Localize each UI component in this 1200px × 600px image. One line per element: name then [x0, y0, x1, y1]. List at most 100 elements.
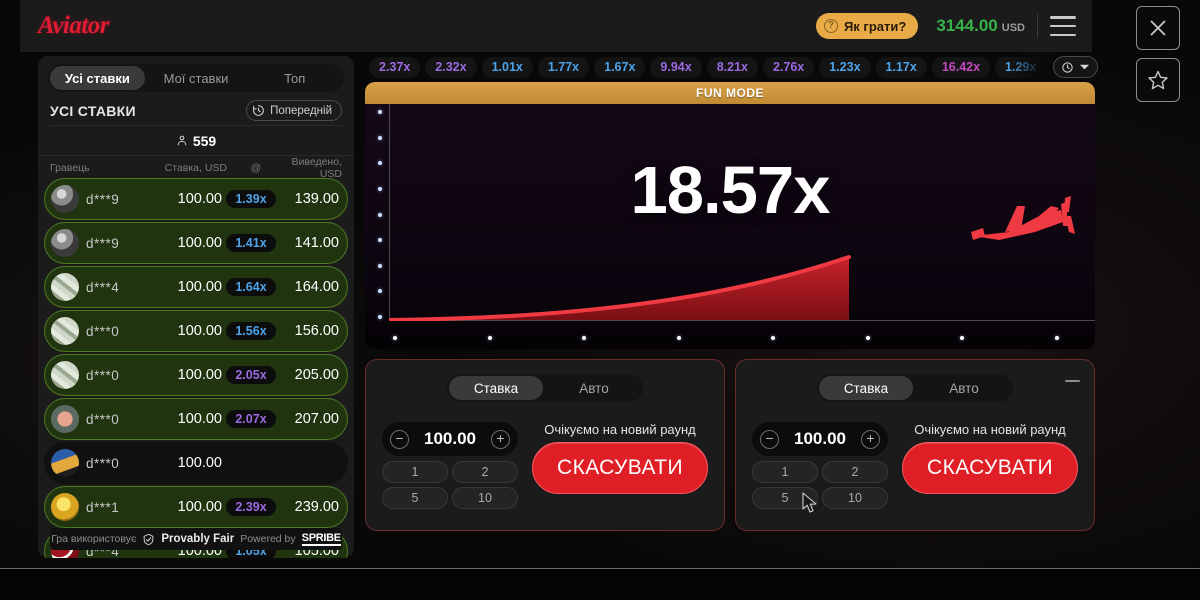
bet-multiplier-cell: 1.56x — [222, 322, 280, 340]
table-row[interactable]: d***0 100.00 1.56x 156.00 — [44, 310, 348, 352]
x-axis-tick — [487, 335, 492, 340]
avatar — [51, 185, 79, 213]
bets-table-header: Гравець Ставка, USD @ Виведено, USD — [38, 156, 354, 180]
quick-amount-button[interactable]: 5 — [382, 487, 448, 509]
stake-controls: −100.00 +1 2 5 10 — [382, 422, 518, 509]
player-name: d***0 — [86, 411, 120, 427]
history-chip[interactable]: 2.37x — [369, 56, 421, 78]
bet-multiplier: 1.39x — [226, 190, 276, 208]
plus-circle-icon[interactable]: + — [491, 429, 510, 449]
online-players-count: 559 — [192, 132, 217, 149]
quantity-stepper[interactable]: −100.00 + — [752, 422, 888, 456]
sidebar-section-title: УСІ СТАВКИ — [50, 102, 136, 119]
quick-amount-grid: 1 2 5 10 — [752, 461, 888, 509]
tab-auto-bet[interactable]: Авто — [547, 376, 641, 400]
bet-stake: 100.00 — [177, 499, 222, 515]
powered-by-label: Powered by — [240, 533, 296, 545]
quick-amount-button[interactable]: 10 — [452, 487, 518, 509]
footer-prefix: Гра використовує — [51, 533, 137, 545]
table-row[interactable]: d***9 100.00 1.39x 139.00 — [44, 178, 348, 220]
close-button[interactable] — [1136, 6, 1180, 50]
how-to-play-button[interactable]: ? Як грати? — [815, 13, 919, 39]
top-bar: Aviator ? Як грати? 3144.00 USD — [20, 0, 1092, 52]
y-axis-tick — [378, 315, 382, 319]
history-chip[interactable]: 1.77x — [537, 56, 590, 78]
history-chip[interactable]: 2.76x — [762, 56, 815, 78]
bet-payout: 139.00 — [294, 191, 339, 207]
history-chip[interactable]: 1.01x — [481, 56, 533, 78]
tab-all-bets[interactable]: Усі ставки — [50, 66, 145, 90]
history-chip[interactable]: 1.23x — [819, 56, 871, 78]
bet-player-cell: d***0 — [51, 405, 150, 433]
bet-player-cell: d***0 — [51, 317, 150, 345]
bet-panel-body: −100.00 +1 2 5 10 Очікуємо на новий раунд СКАС… — [752, 422, 1078, 509]
bet-multiplier-cell: 2.05x — [222, 366, 280, 384]
favorite-button[interactable] — [1136, 58, 1180, 102]
bet-multiplier: 2.05x — [226, 366, 276, 384]
minus-icon[interactable] — [1065, 380, 1080, 382]
tab-manual-bet[interactable]: Ставка — [449, 376, 543, 400]
minus-circle-icon[interactable]: − — [390, 429, 409, 449]
x-axis-tick — [582, 335, 587, 340]
quantity-stepper[interactable]: −100.00 + — [382, 422, 518, 456]
history-chip[interactable]: 2.32x — [425, 56, 477, 78]
hamburger-menu-icon[interactable] — [1050, 16, 1076, 36]
round-history-bar[interactable]: 2.37x 2.32x 1.01x 1.77x 1.67x 9.94x 8.21x 2.76x… — [365, 52, 1100, 82]
bet-stake: 100.00 — [177, 455, 222, 471]
table-row[interactable]: d***1 100.00 2.39x 239.00 — [44, 486, 348, 528]
bet-payout: 239.00 — [294, 499, 339, 515]
quick-amount-grid: 1 2 5 10 — [382, 461, 518, 509]
quick-amount-button[interactable]: 1 — [752, 461, 818, 483]
tab-top[interactable]: Топ — [247, 66, 342, 90]
table-row[interactable]: d***0 100.00 2.05x 205.00 — [44, 354, 348, 396]
player-name: d***0 — [86, 367, 120, 383]
provably-fair-footer: Гра використовує Provably Fair Powered b… — [50, 528, 342, 550]
column-cashout: Виведено, USD — [291, 156, 342, 180]
bet-multiplier: 1.41x — [226, 234, 276, 252]
history-chip[interactable]: 1.67x — [594, 56, 646, 78]
previous-round-button[interactable]: Попередній — [246, 100, 342, 121]
history-toggle-button[interactable] — [1053, 56, 1098, 78]
history-chip[interactable]: 8.21x — [706, 56, 758, 78]
table-row[interactable]: d***4 100.00 1.64x 164.00 — [44, 266, 348, 308]
stake-amount-input[interactable]: 100.00 — [424, 429, 476, 448]
stake-amount-input[interactable]: 100.00 — [794, 429, 846, 448]
svg-text:X: X — [1047, 209, 1055, 221]
tab-manual-bet[interactable]: Ставка — [819, 376, 913, 400]
quick-amount-button[interactable]: 10 — [822, 487, 888, 509]
history-chip[interactable]: 1.17x — [875, 56, 927, 78]
quick-amount-button[interactable]: 1 — [382, 461, 448, 483]
x-axis-tick — [960, 335, 965, 340]
history-chip-group: 2.37x 2.32x 1.01x 1.77x 1.67x 9.94x 8.21x 2.76x… — [369, 56, 1047, 78]
how-to-play-label: Як грати? — [843, 18, 907, 34]
flight-plot: 18.57x X — [365, 104, 1095, 349]
history-chip[interactable]: 16.42x — [931, 56, 991, 78]
cancel-bet-button[interactable]: СКАСУВАТИ — [902, 442, 1078, 494]
table-row[interactable]: d***0 100.00 2.07x 207.00 — [44, 398, 348, 440]
bets-list[interactable]: d***9 100.00 1.39x 139.00 d***9 100.00 1.41x 14… — [38, 178, 354, 558]
close-icon — [1150, 20, 1166, 36]
bet-stake: 100.00 — [177, 367, 222, 383]
bet-payout: 156.00 — [294, 323, 339, 339]
table-row[interactable]: d***9 100.00 1.41x 141.00 — [44, 222, 348, 264]
bet-payout: 141.00 — [294, 235, 339, 251]
tab-my-bets[interactable]: Мої ставки — [149, 66, 244, 90]
minus-circle-icon[interactable]: − — [760, 429, 779, 449]
plus-circle-icon[interactable]: + — [861, 429, 880, 449]
y-axis-tick — [378, 186, 382, 191]
player-name: d***9 — [86, 235, 120, 251]
history-chip[interactable]: 1.29x — [995, 56, 1047, 78]
tab-auto-bet[interactable]: Авто — [917, 376, 1011, 400]
avatar — [51, 317, 79, 345]
quick-amount-button[interactable]: 5 — [752, 487, 818, 509]
quick-amount-button[interactable]: 2 — [452, 461, 518, 483]
y-axis-line — [389, 104, 390, 321]
bet-multiplier-cell: 1.64x — [222, 278, 280, 296]
sidebar-tabs: Усі ставки Мої ставки Топ — [48, 64, 344, 92]
bet-player-cell: d***0 — [51, 361, 150, 389]
cancel-bet-button[interactable]: СКАСУВАТИ — [532, 442, 708, 494]
bet-action-area: Очікуємо на новий раунд СКАСУВАТИ — [532, 422, 708, 509]
table-row[interactable]: d***0 100.00 — [44, 442, 348, 484]
quick-amount-button[interactable]: 2 — [822, 461, 888, 483]
history-chip[interactable]: 9.94x — [650, 56, 702, 78]
